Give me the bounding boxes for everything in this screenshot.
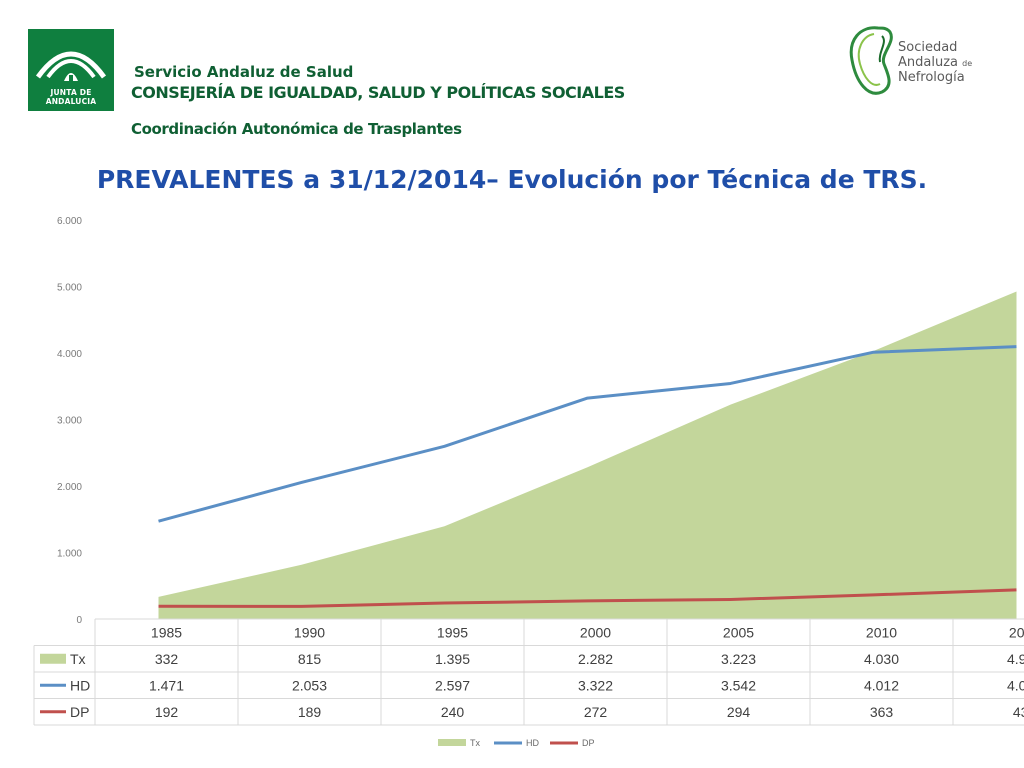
- table-cell: 4.095: [1007, 677, 1024, 693]
- legend-label: Tx: [470, 738, 480, 748]
- y-tick-label: 0: [76, 615, 82, 626]
- chart-title: PREVALENTES a 31/12/2014– Evolución por …: [96, 165, 928, 194]
- table-cell: 363: [870, 704, 894, 720]
- table-cell: 1.471: [149, 677, 184, 693]
- plot-area: [158, 291, 1017, 619]
- y-tick-label: 1.000: [57, 549, 82, 560]
- table-series-name: DP: [70, 704, 89, 720]
- andaluza-label: Andaluza de: [898, 56, 972, 71]
- series-hd-line: [158, 345, 1017, 523]
- table-cell: 2.053: [292, 677, 327, 693]
- table-cell: 332: [155, 651, 179, 667]
- series-tx-area: [158, 291, 1017, 619]
- junta-logo-text: JUNTA DE ANDALUCIA: [45, 88, 97, 106]
- table-cell: 2.282: [578, 651, 613, 667]
- servicio-andaluz-label: Servicio Andaluz de Salud: [134, 63, 354, 81]
- consejeria-label: CONSEJERÍA DE IGUALDAD, SALUD Y POLÍTICA…: [131, 83, 625, 102]
- prevalentes-chart: 0 1.000 2.000 3.000 4.000 5.000 6.000 1985 1990…: [33, 216, 1024, 748]
- table-cell: 438: [1013, 704, 1024, 720]
- category-label: 1990: [294, 624, 325, 640]
- category-label: 1985: [151, 624, 182, 640]
- category-label: 2005: [723, 624, 754, 640]
- table-cell: 272: [584, 704, 608, 720]
- table-series-name: Tx: [70, 651, 86, 667]
- legend-key: [438, 739, 466, 746]
- arch-emblem-icon: [35, 51, 107, 83]
- series-dp-line: [158, 588, 1017, 608]
- coordinacion-label: Coordinación Autonómica de Trasplantes: [131, 120, 462, 138]
- table-cell: 3.542: [721, 677, 756, 693]
- de-word: de: [962, 59, 973, 68]
- y-tick-label: 5.000: [57, 283, 82, 294]
- y-tick-label: 4.000: [57, 349, 82, 360]
- y-tick-label: 2.000: [57, 482, 82, 493]
- junta-de-andalucia-logo: JUNTA DE ANDALUCIA: [28, 29, 114, 111]
- table-cell: 3.322: [578, 677, 613, 693]
- table-series-name: HD: [70, 677, 90, 693]
- table-cell: 189: [298, 704, 322, 720]
- y-axis-ticks: 0 1.000 2.000 3.000 4.000 5.000 6.000: [57, 216, 82, 626]
- andaluza-word: Andaluza: [898, 55, 958, 70]
- table-cell: 4.012: [864, 677, 899, 693]
- legend-label: DP: [582, 738, 595, 748]
- table-cell: 4.030: [864, 651, 899, 667]
- table-cell: 1.395: [435, 651, 470, 667]
- table-cell: 4.924: [1007, 651, 1024, 667]
- category-label: 1995: [437, 624, 468, 640]
- legend-label: HD: [526, 738, 539, 748]
- table-cell: 240: [441, 704, 465, 720]
- table-legend-key: [40, 653, 66, 664]
- table-cell: 815: [298, 651, 322, 667]
- category-label: 2010: [866, 624, 897, 640]
- sociedad-nefrologia-logo-icon: [849, 26, 893, 95]
- category-label: 2000: [580, 624, 611, 640]
- nefrologia-label: Nefrología: [898, 70, 965, 85]
- table-cell: 294: [727, 704, 751, 720]
- chart-legend: Tx HD DP: [438, 738, 595, 748]
- y-tick-label: 3.000: [57, 416, 82, 427]
- y-tick-label: 6.000: [57, 216, 82, 227]
- table-cell: 3.223: [721, 651, 756, 667]
- sociedad-label: Sociedad: [898, 40, 958, 55]
- category-label: 2014: [1009, 624, 1024, 640]
- table-cell: 192: [155, 704, 179, 720]
- data-table: 1985 1990 1995 2000 2005 2010 2014 Tx 332 815 1.39…: [33, 618, 1024, 726]
- table-cell: 2.597: [435, 677, 470, 693]
